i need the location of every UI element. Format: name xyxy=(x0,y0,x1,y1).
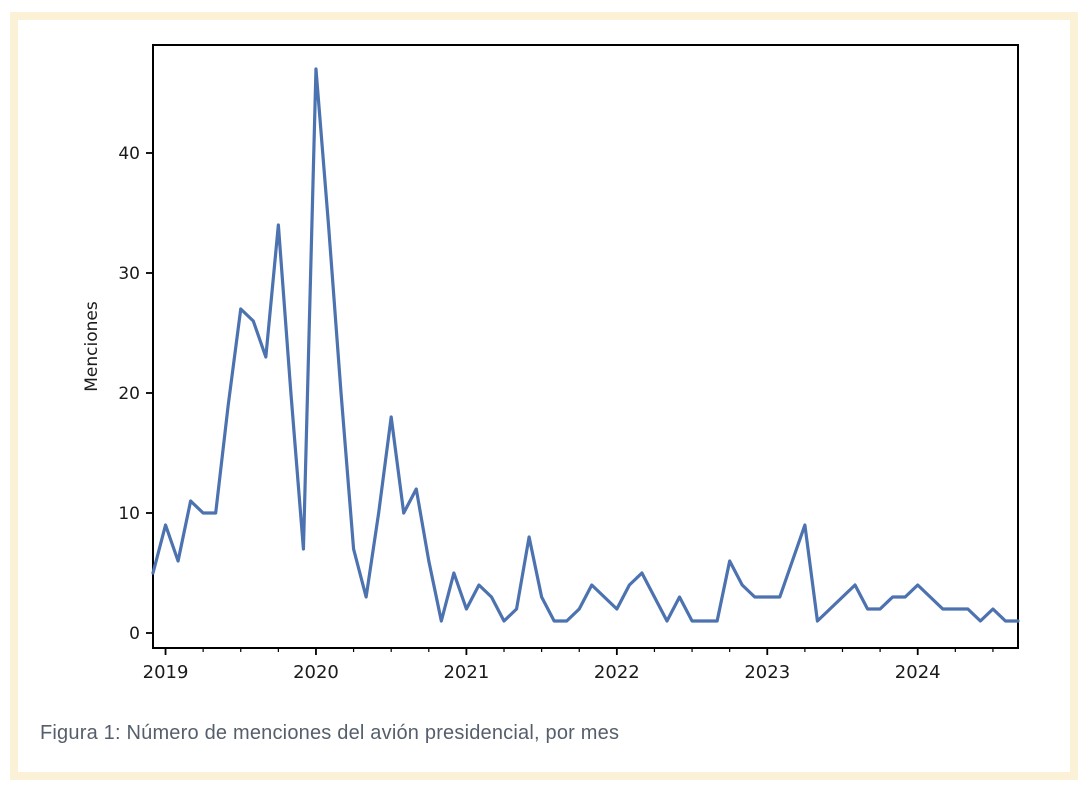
y-tick-label: 0 xyxy=(129,624,140,644)
x-tick-label: 2021 xyxy=(443,662,489,683)
x-tick-label: 2019 xyxy=(143,662,189,683)
figure-caption: Figura 1: Número de menciones del avión … xyxy=(40,722,620,744)
mentions-data-line xyxy=(151,67,1020,623)
axes-spines xyxy=(152,44,1019,649)
x-tick-label: 2023 xyxy=(744,662,790,683)
x-tick-label: 2022 xyxy=(594,662,640,683)
y-axis-title: Menciones xyxy=(82,301,102,392)
x-tick-label: 2020 xyxy=(293,662,339,683)
y-tick-label: 30 xyxy=(118,264,140,284)
x-tick-label: 2024 xyxy=(895,662,941,683)
y-tick-label: 10 xyxy=(118,504,140,524)
figure-frame xyxy=(10,12,1078,780)
y-tick-label: 20 xyxy=(118,384,140,404)
y-tick-label: 40 xyxy=(118,144,140,164)
